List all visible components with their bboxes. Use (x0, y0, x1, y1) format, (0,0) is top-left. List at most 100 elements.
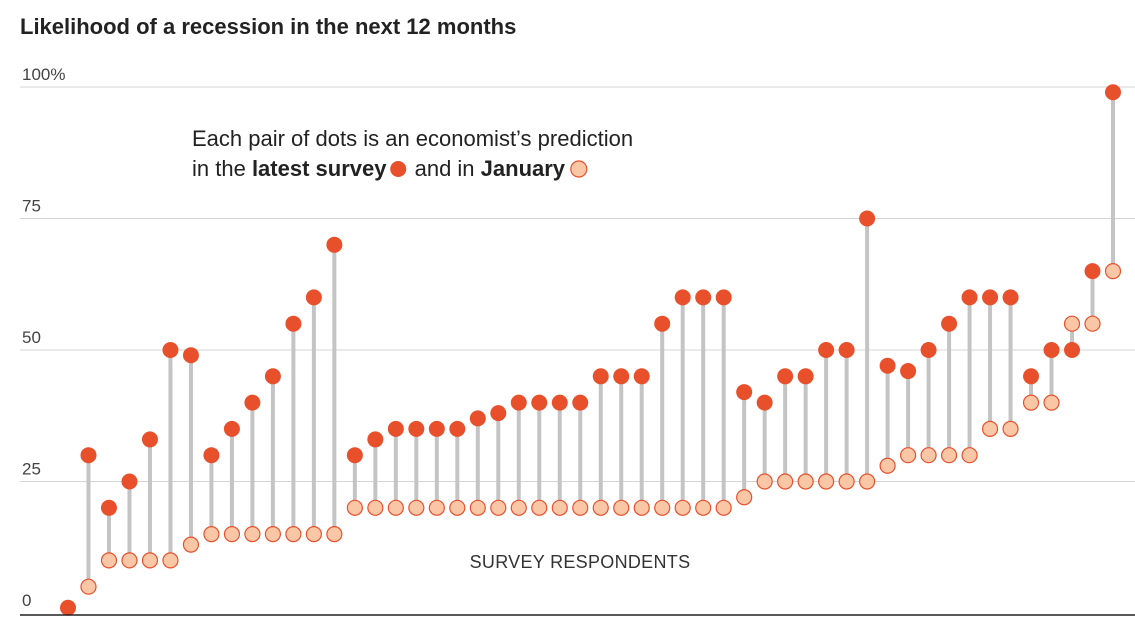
legend-january-label: January (481, 156, 566, 181)
latest-dot (469, 410, 486, 427)
y-tick-label: 75 (22, 197, 41, 216)
january-dot (592, 499, 609, 516)
latest-dot (551, 394, 568, 411)
january-dot (879, 457, 896, 474)
latest-dot (1105, 84, 1121, 101)
january-dot (285, 525, 302, 543)
january-dot (1043, 394, 1060, 411)
january-dot (818, 473, 835, 490)
january-dot (695, 499, 712, 516)
january-dot (1104, 263, 1122, 280)
latest-dot (346, 447, 363, 464)
latest-dot (1043, 342, 1060, 358)
january-dot (326, 525, 343, 543)
latest-dot (572, 394, 589, 411)
y-tick-label: 0 (22, 591, 31, 610)
latest-dot (264, 368, 281, 385)
january-dot (736, 489, 753, 506)
legend-january-swatch (570, 160, 588, 178)
january-dot (613, 499, 630, 516)
january-dot (100, 552, 118, 569)
gridlines (20, 86, 1135, 482)
january-dot (838, 473, 855, 490)
latest-dots (60, 84, 1121, 616)
legend-note-line2: in the latest survey and in January (192, 156, 566, 181)
january-dot (80, 578, 97, 595)
january-dot (428, 499, 445, 516)
latest-dot (531, 394, 548, 411)
latest-dot (162, 342, 179, 358)
january-dot (859, 473, 876, 490)
legend-note-prefix: in the (192, 156, 252, 181)
latest-dot (941, 315, 958, 332)
january-dot (899, 447, 917, 464)
latest-dot (326, 236, 343, 253)
january-dot (367, 499, 384, 516)
january-dot (469, 499, 486, 516)
latest-dot (449, 420, 466, 437)
latest-dot (305, 289, 322, 306)
january-dot (1002, 420, 1019, 437)
latest-dot (203, 447, 220, 464)
january-dot (920, 447, 937, 464)
latest-dot (838, 342, 855, 358)
latest-dot (777, 368, 794, 385)
january-dot (264, 525, 282, 543)
january-dot (223, 525, 241, 543)
latest-dot (797, 368, 814, 385)
latest-dot (674, 289, 691, 306)
january-dot (1084, 315, 1101, 332)
x-axis-label: SURVEY RESPONDENTS (470, 552, 691, 572)
latest-dot (1002, 289, 1019, 306)
legend-note-line1: Each pair of dots is an economist’s pred… (192, 126, 633, 151)
january-dot (715, 499, 732, 516)
latest-dot (756, 394, 773, 411)
january-dot (572, 499, 589, 516)
january-dot (940, 447, 958, 464)
latest-dot (244, 394, 261, 411)
latest-dot (1023, 368, 1040, 385)
january-dot (981, 420, 999, 437)
stems (86, 92, 1115, 587)
latest-dot (818, 342, 835, 358)
latest-dot (920, 342, 937, 358)
latest-dot (387, 420, 404, 437)
latest-dot (879, 357, 896, 374)
january-dot (408, 499, 425, 516)
latest-dot (900, 363, 917, 380)
january-dot (531, 499, 548, 516)
january-dot (756, 473, 773, 490)
latest-dot (654, 315, 671, 332)
january-dot (551, 499, 568, 516)
latest-dot (633, 368, 650, 385)
january-dot (182, 536, 200, 553)
legend-latest-label: latest survey (252, 156, 387, 181)
january-dot (141, 552, 159, 569)
latest-dot (141, 431, 158, 448)
y-tick-label: 50 (22, 328, 41, 347)
january-dot (961, 447, 978, 464)
january-dot (633, 499, 650, 516)
january-dot (387, 499, 404, 516)
latest-dot (182, 347, 199, 364)
january-dot (162, 552, 179, 569)
y-axis-ticks: 0 25 50 75 100% (22, 65, 65, 610)
january-dot (244, 525, 261, 543)
latest-dot (1064, 342, 1081, 358)
chart-title: Likelihood of a recession in the next 12… (20, 14, 517, 39)
y-tick-label: 25 (22, 460, 41, 479)
january-dot (203, 525, 220, 543)
january-dot (1063, 315, 1081, 332)
latest-dot (961, 289, 978, 306)
latest-dot (695, 289, 712, 306)
latest-dot (223, 420, 240, 437)
latest-dot (408, 420, 425, 437)
latest-dot (592, 368, 609, 385)
january-dot (449, 499, 466, 516)
january-dot (674, 499, 691, 516)
january-dot (797, 473, 814, 490)
latest-dot (982, 289, 999, 306)
january-dot (777, 473, 794, 490)
latest-dot (1084, 263, 1101, 280)
